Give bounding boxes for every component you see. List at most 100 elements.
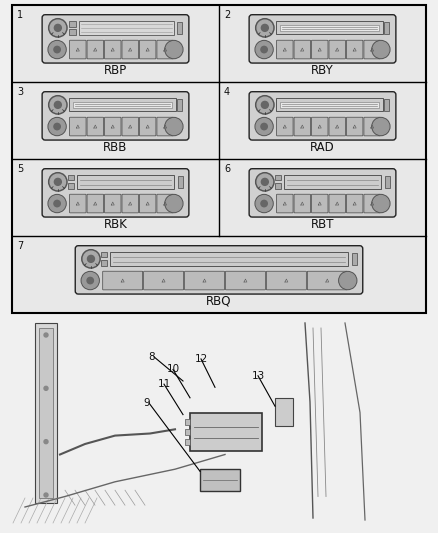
Bar [67, 175, 74, 181]
Circle shape [261, 101, 268, 108]
Text: RBP: RBP [104, 64, 127, 77]
Circle shape [261, 123, 267, 130]
Bar [219, 82, 426, 159]
FancyBboxPatch shape [139, 40, 156, 59]
Circle shape [49, 19, 67, 37]
Text: 1: 1 [17, 10, 23, 20]
Circle shape [49, 42, 65, 58]
Circle shape [261, 179, 268, 185]
FancyBboxPatch shape [276, 117, 293, 136]
FancyBboxPatch shape [311, 194, 328, 213]
FancyBboxPatch shape [184, 271, 225, 290]
Text: RBQ: RBQ [206, 295, 232, 308]
FancyBboxPatch shape [294, 117, 311, 136]
Text: 2: 2 [224, 10, 230, 20]
Circle shape [50, 174, 66, 190]
Bar [384, 22, 389, 34]
FancyBboxPatch shape [276, 40, 293, 59]
Text: 6: 6 [224, 164, 230, 174]
Bar [190, 413, 262, 450]
Bar [177, 22, 182, 34]
Bar [279, 102, 379, 108]
Circle shape [256, 95, 274, 114]
Circle shape [44, 386, 48, 390]
Circle shape [50, 20, 66, 36]
Circle shape [44, 493, 48, 497]
Circle shape [48, 195, 66, 213]
Text: RBY: RBY [311, 64, 334, 77]
Bar [39, 328, 53, 498]
FancyBboxPatch shape [70, 117, 86, 136]
FancyBboxPatch shape [87, 40, 103, 59]
Circle shape [44, 333, 48, 337]
Circle shape [49, 173, 67, 191]
Text: 12: 12 [195, 354, 208, 364]
Circle shape [54, 123, 60, 130]
FancyBboxPatch shape [294, 40, 311, 59]
FancyBboxPatch shape [346, 40, 363, 59]
Text: 13: 13 [252, 371, 265, 381]
Circle shape [255, 41, 273, 59]
FancyBboxPatch shape [266, 271, 306, 290]
Bar [12, 82, 219, 159]
FancyBboxPatch shape [105, 40, 121, 59]
Bar [0, 313, 438, 533]
Circle shape [44, 440, 48, 443]
Bar [177, 99, 182, 111]
FancyBboxPatch shape [103, 271, 143, 290]
Bar [385, 176, 390, 188]
Circle shape [373, 118, 389, 134]
Circle shape [373, 196, 389, 212]
Circle shape [50, 97, 66, 112]
Bar [110, 252, 348, 266]
Circle shape [49, 196, 65, 212]
Bar [101, 260, 107, 265]
Bar [352, 253, 357, 265]
Text: RBK: RBK [103, 218, 127, 231]
Circle shape [340, 272, 356, 288]
FancyBboxPatch shape [75, 246, 363, 294]
Circle shape [166, 42, 182, 58]
Text: 10: 10 [167, 365, 180, 375]
Bar [275, 398, 293, 426]
FancyBboxPatch shape [87, 194, 103, 213]
Circle shape [49, 95, 67, 114]
FancyBboxPatch shape [329, 40, 346, 59]
Circle shape [373, 42, 389, 58]
Bar [35, 323, 57, 503]
Text: RBB: RBB [103, 141, 128, 154]
Bar [12, 236, 426, 313]
FancyBboxPatch shape [157, 40, 173, 59]
FancyBboxPatch shape [307, 271, 347, 290]
Bar [276, 21, 383, 35]
Text: 3: 3 [17, 87, 23, 97]
FancyBboxPatch shape [70, 40, 86, 59]
Text: 4: 4 [224, 87, 230, 97]
Circle shape [54, 101, 61, 108]
FancyBboxPatch shape [122, 40, 138, 59]
Circle shape [165, 118, 183, 135]
FancyBboxPatch shape [139, 117, 156, 136]
Bar [283, 175, 381, 189]
FancyBboxPatch shape [226, 271, 265, 290]
Bar [219, 159, 426, 236]
Bar [69, 21, 76, 27]
Bar [77, 175, 174, 189]
Circle shape [256, 196, 272, 212]
Circle shape [82, 249, 100, 268]
Circle shape [54, 179, 61, 185]
FancyBboxPatch shape [311, 117, 328, 136]
Circle shape [88, 255, 95, 262]
Bar [275, 183, 281, 189]
Circle shape [48, 41, 66, 59]
Bar [73, 102, 172, 108]
Bar [200, 469, 240, 491]
Circle shape [256, 173, 274, 191]
Circle shape [165, 195, 183, 213]
FancyBboxPatch shape [346, 117, 363, 136]
Circle shape [82, 272, 98, 288]
FancyBboxPatch shape [157, 194, 173, 213]
FancyBboxPatch shape [249, 92, 396, 140]
FancyBboxPatch shape [139, 194, 156, 213]
Circle shape [256, 19, 274, 37]
